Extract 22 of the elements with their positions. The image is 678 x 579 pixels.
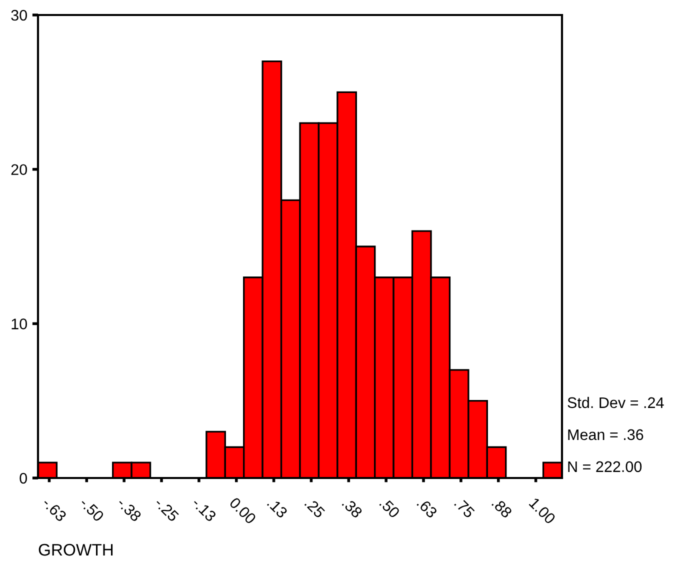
x-tick-label: -.38 [116, 496, 142, 522]
x-tick-label: .38 [342, 497, 363, 519]
x-axis-title: GROWTH [38, 544, 113, 556]
y-tick-label: 30 [11, 10, 27, 21]
x-tick-label: 0.00 [228, 496, 257, 525]
x-tick-label: .63 [416, 497, 438, 519]
x-tick-label: .88 [491, 497, 513, 519]
text: N = 222.00 [568, 461, 642, 472]
x-tick-label: .13 [266, 497, 288, 519]
text: Mean = .36 [568, 429, 644, 440]
x-tick-label: .75 [454, 497, 476, 519]
x-tick-label: .25 [304, 497, 326, 519]
x-tick-label: .50 [379, 497, 400, 519]
x-tick-label: 1.00 [528, 497, 556, 525]
text: Std. Dev = .24 [568, 396, 664, 408]
x-tick-label: -.50 [79, 496, 105, 522]
x-tick-label: -.25 [154, 496, 180, 522]
x-tick-label: -.63 [42, 496, 68, 522]
x-tick-label: -.13 [191, 496, 217, 522]
y-tick-label: 20 [11, 164, 27, 176]
y-tick-label: 0 [20, 472, 27, 484]
y-tick-label: 10 [12, 318, 27, 330]
